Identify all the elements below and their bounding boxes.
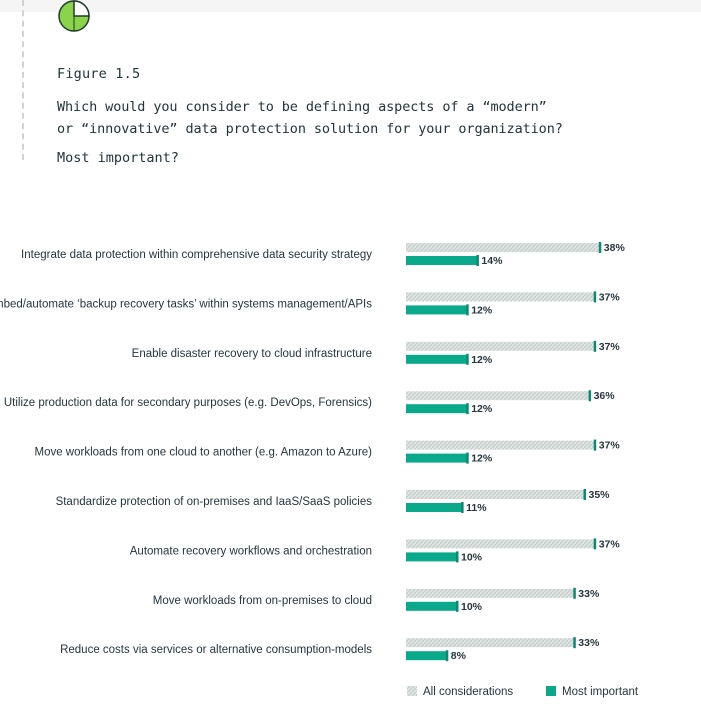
category-label: Standardize protection of on-premises an… <box>56 496 373 508</box>
bar-all-considerations <box>406 440 595 450</box>
chart-legend: All considerations Most important <box>407 686 639 698</box>
value-label-all: 33% <box>578 637 600 649</box>
category-label: Enable disaster recovery to cloud infras… <box>132 348 372 360</box>
bar-end-marker <box>593 291 597 303</box>
bar-end-marker <box>588 390 592 402</box>
bar-all-considerations <box>406 638 575 648</box>
bar-end-marker <box>583 489 586 500</box>
bar-all-considerations <box>406 341 595 351</box>
value-label-all: 37% <box>599 291 621 303</box>
bar-most-important <box>406 404 468 414</box>
legend-all-considerations-swatch <box>407 686 417 696</box>
bar-end-marker <box>593 439 597 451</box>
bar-end-marker <box>466 452 469 464</box>
bar-end-marker <box>593 340 597 352</box>
top-bar <box>0 0 701 12</box>
legend-most-important-swatch <box>546 686 556 696</box>
value-label-all: 37% <box>599 440 621 452</box>
bar-end-marker <box>466 403 469 415</box>
value-label-most: 10% <box>461 601 483 613</box>
bar-end-marker <box>466 304 469 316</box>
bar-most-important <box>406 503 463 512</box>
bar-end-marker <box>456 551 459 563</box>
value-label-all: 36% <box>594 390 616 402</box>
value-label-most: 10% <box>461 551 483 563</box>
category-label: Embed/automate ‘backup recovery tasks’ w… <box>0 298 372 310</box>
survey-subquestion: Most important? <box>57 150 179 166</box>
category-label: Move workloads from one cloud to another… <box>34 447 372 459</box>
category-label: Utilize production data for secondary pu… <box>4 397 372 409</box>
legend-most-important-label: Most important <box>562 686 639 698</box>
bar-most-important <box>406 256 478 265</box>
bar-most-important <box>406 354 468 364</box>
category-label: Reduce costs via services or alternative… <box>60 644 372 656</box>
value-label-all: 35% <box>589 489 611 501</box>
bar-end-marker <box>593 538 597 550</box>
bar-most-important <box>406 305 468 315</box>
category-label: Move workloads from on-premises to cloud <box>153 595 372 607</box>
bar-most-important <box>406 651 447 661</box>
category-label: Integrate data protection within compreh… <box>21 249 372 261</box>
bar-end-marker <box>573 587 576 599</box>
pie-chart-icon <box>58 0 90 32</box>
survey-question: Which would you consider to be defining … <box>57 99 563 137</box>
bar-most-important <box>406 552 457 562</box>
value-label-all: 37% <box>599 538 621 550</box>
bar-all-considerations <box>406 391 590 401</box>
value-label-most: 8% <box>451 650 467 662</box>
bar-end-marker <box>445 650 449 662</box>
value-label-most: 12% <box>471 403 493 415</box>
value-label-most: 12% <box>471 354 493 366</box>
value-label-most: 11% <box>466 502 487 514</box>
figure-label: Figure 1.5 <box>57 66 141 82</box>
bar-all-considerations <box>406 243 600 252</box>
value-label-most: 12% <box>471 304 493 316</box>
bar-end-marker <box>461 502 464 513</box>
value-label-all: 33% <box>578 588 600 600</box>
bar-end-marker <box>456 600 459 612</box>
value-label-all: 38% <box>604 242 626 254</box>
bar-end-marker <box>573 637 576 649</box>
bar-end-marker <box>598 242 602 253</box>
bar-all-considerations <box>406 588 575 598</box>
bar-all-considerations <box>406 490 585 499</box>
bar-end-marker <box>466 353 469 365</box>
bar-end-marker <box>476 255 479 266</box>
bar-all-considerations <box>406 292 595 302</box>
value-label-most: 12% <box>471 453 493 465</box>
category-label: Automate recovery workflows and orchestr… <box>130 545 372 557</box>
value-label-all: 37% <box>599 341 621 353</box>
value-label-most: 14% <box>481 255 503 267</box>
bar-most-important <box>406 601 457 611</box>
bar-most-important <box>406 453 468 463</box>
dashed-margin-line <box>22 0 24 160</box>
bar-all-considerations <box>406 539 595 549</box>
legend-all-considerations-label: All considerations <box>423 686 513 698</box>
